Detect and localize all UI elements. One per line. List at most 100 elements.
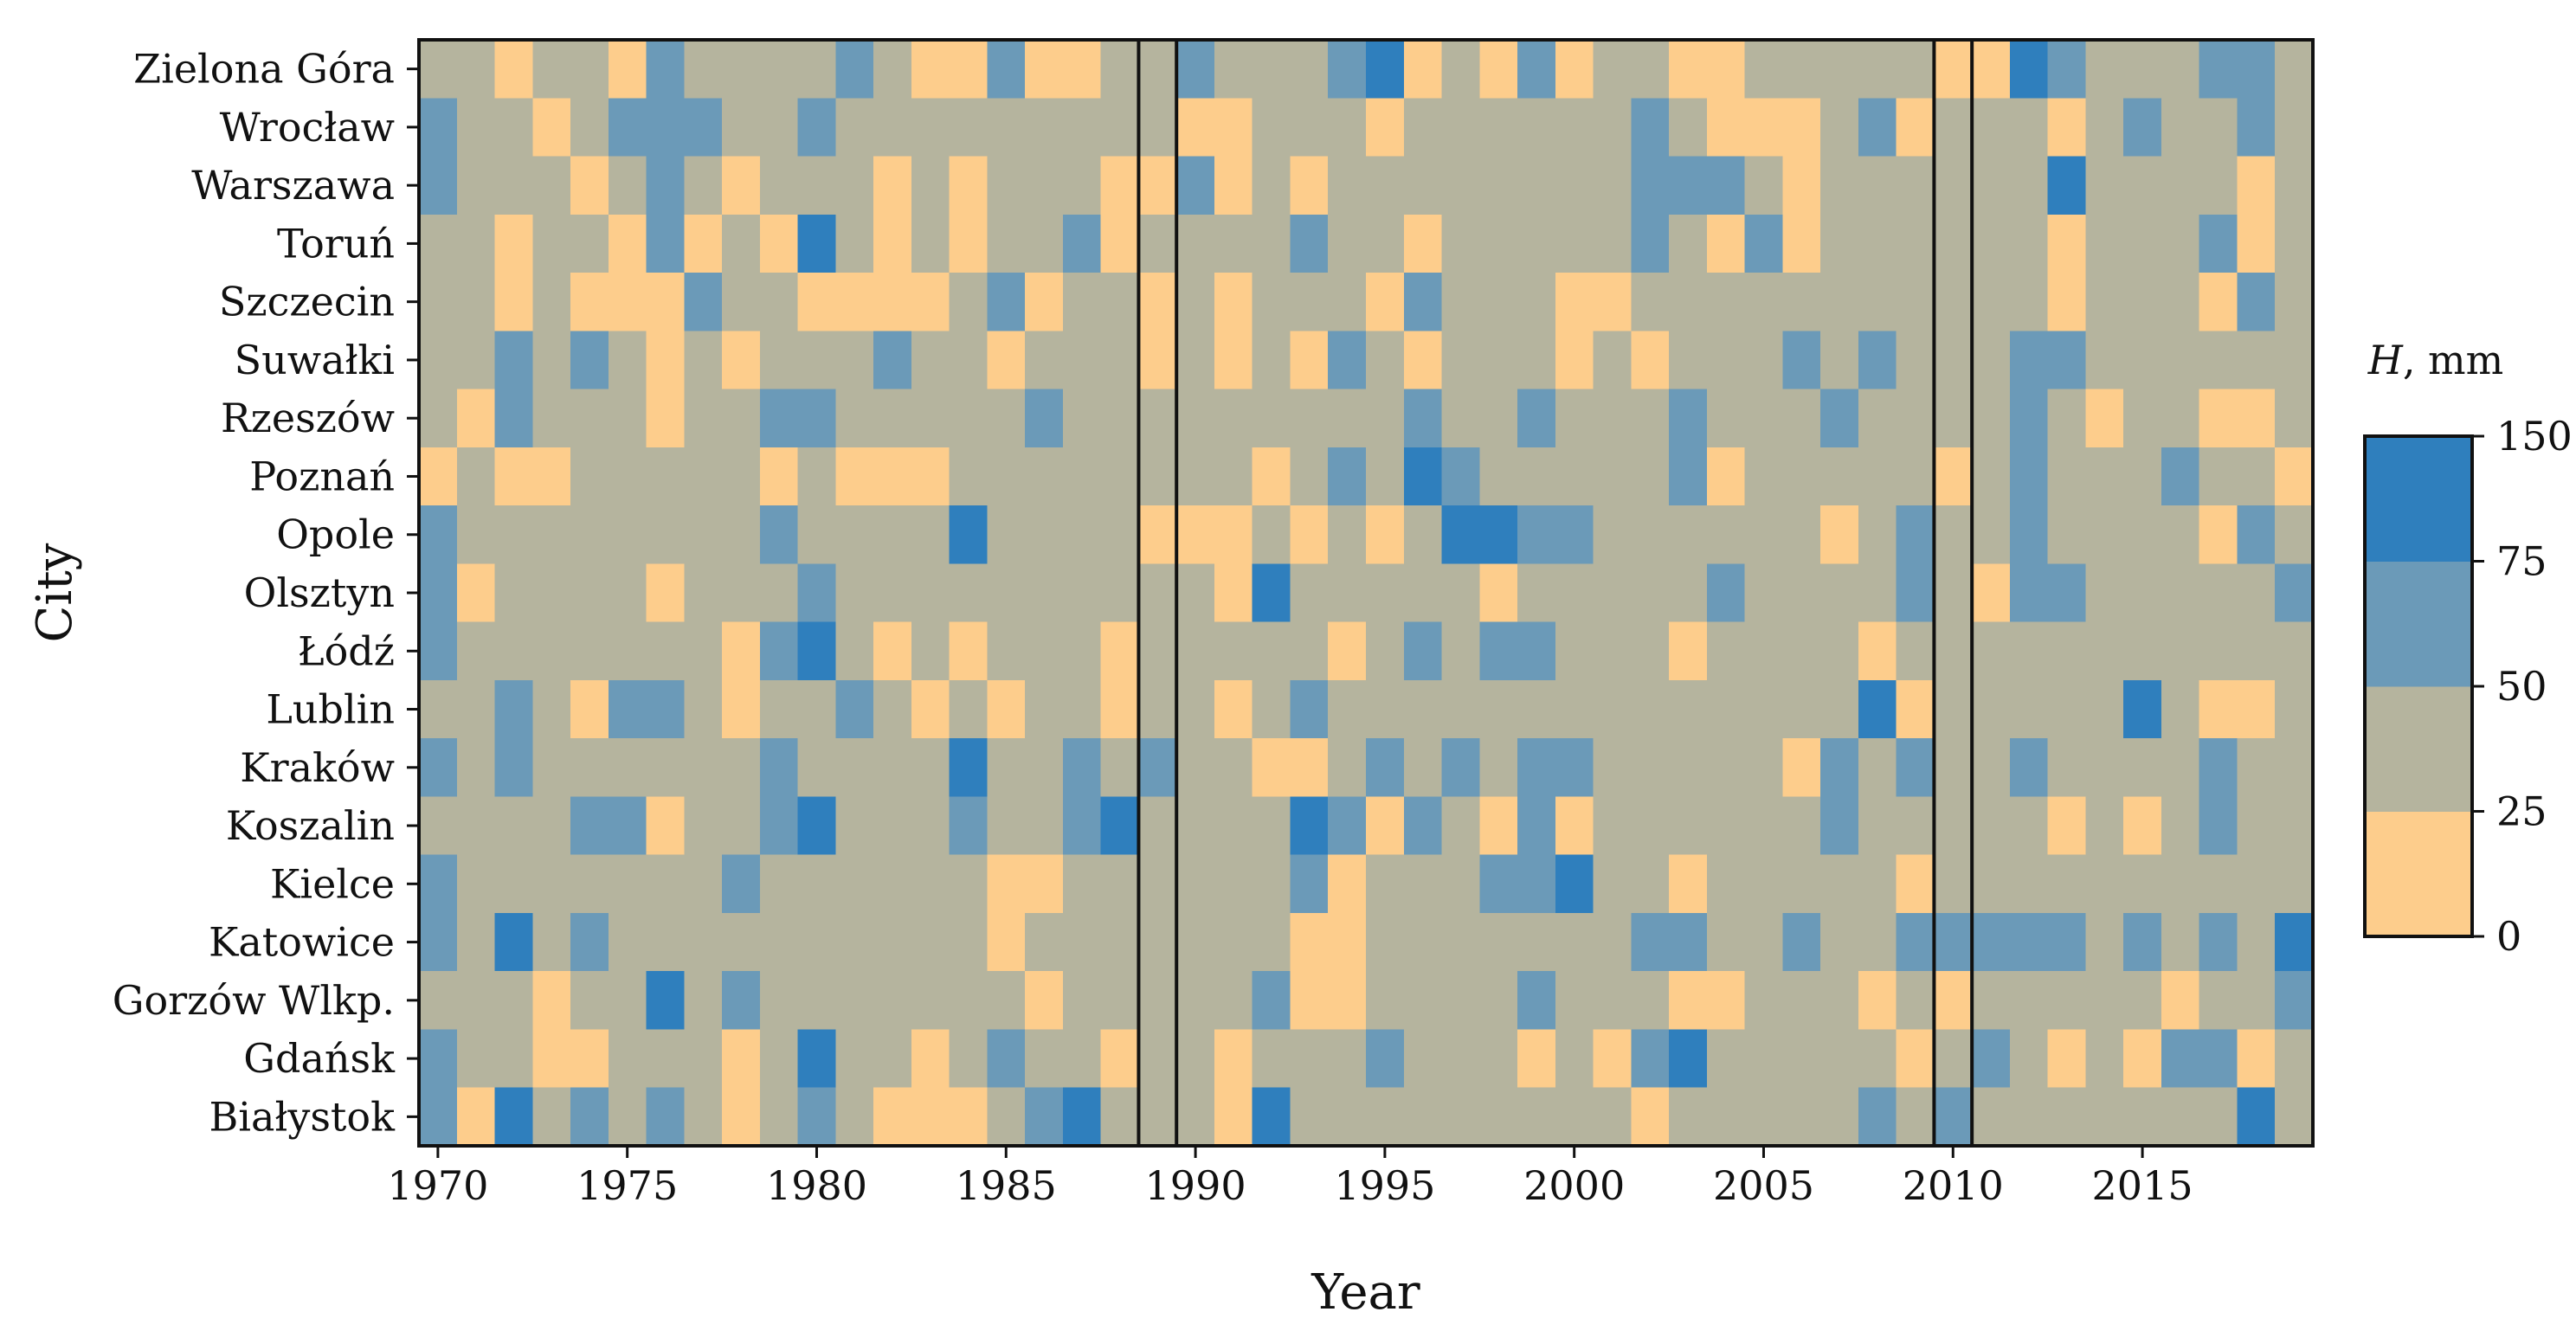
- heatmap-cell-wroclaw-1993: [1290, 98, 1329, 158]
- heatmap-cell-poznan-2000: [1555, 447, 1594, 506]
- heatmap-cell-opole-2018: [2237, 505, 2276, 564]
- heatmap-cell-lodz-2019: [2275, 621, 2314, 681]
- heatmap-cell-lublin-2006: [1782, 679, 1821, 739]
- heatmap-cell-wroclaw-1984: [949, 98, 988, 158]
- heatmap-cell-warszawa-1974: [570, 156, 609, 215]
- heatmap-cell-olsztyn-2013: [2047, 563, 2087, 623]
- heatmap-cell-poznan-1983: [911, 447, 950, 506]
- heatmap-cell-opole-1983: [911, 505, 950, 564]
- heatmap-cell-kielce-2001: [1593, 854, 1632, 914]
- heatmap-cell-rzeszow-2012: [2009, 389, 2049, 448]
- heatmap-cell-gdansk-1985: [987, 1029, 1026, 1089]
- heatmap-cell-bialystok-2018: [2237, 1087, 2276, 1147]
- heatmap-cell-koszalin-2016: [2161, 796, 2200, 856]
- heatmap-cell-olsztyn-2010: [1934, 563, 1973, 623]
- heatmap-cell-koszalin-1980: [797, 796, 836, 856]
- x-tick-label-2000: 2000: [1523, 1162, 1625, 1209]
- heatmap-cell-katowice-1984: [949, 912, 988, 972]
- heatmap-cell-krakow-1994: [1328, 738, 1367, 798]
- heatmap-cell-torun-1975: [608, 214, 647, 273]
- y-tick-label-koszalin: Koszalin: [226, 802, 395, 849]
- heatmap-cell-opole-1997: [1441, 505, 1480, 564]
- heatmap-cell-lublin-2016: [2161, 679, 2200, 739]
- heatmap-cell-torun-1998: [1479, 214, 1518, 273]
- colorbar-tick-label-75: 75: [2496, 538, 2547, 585]
- heatmap-cell-kielce-1971: [456, 854, 496, 914]
- heatmap-cell-torun-1997: [1441, 214, 1480, 273]
- heatmap-cell-krakow-1988: [1100, 738, 1140, 798]
- heatmap-cell-szczecin-2012: [2009, 273, 2049, 331]
- heatmap-cell-lublin-2015: [2123, 679, 2162, 739]
- heatmap-cell-gorzow-wlkp-1973: [532, 971, 571, 1031]
- heatmap-cell-suwalki-1999: [1517, 331, 1556, 390]
- heatmap-cell-poznan-1998: [1479, 447, 1518, 506]
- heatmap-cell-rzeszow-2011: [1972, 389, 2011, 448]
- heatmap-cell-katowice-1972: [494, 912, 533, 972]
- heatmap-cell-wroclaw-2010: [1934, 98, 1973, 158]
- heatmap-cell-szczecin-1999: [1517, 273, 1556, 331]
- heatmap-cell-poznan-2007: [1820, 447, 1859, 506]
- heatmap-cell-olsztyn-1991: [1214, 563, 1253, 623]
- heatmap-cell-olsztyn-1977: [684, 563, 723, 623]
- heatmap-cell-krakow-2009: [1896, 738, 1935, 798]
- heatmap-cell-krakow-2017: [2199, 738, 2238, 798]
- y-tick-label-katowice: Katowice: [209, 919, 395, 966]
- heatmap-cell-bialystok-2016: [2161, 1087, 2200, 1147]
- heatmap-cell-suwalki-2010: [1934, 331, 1973, 390]
- heatmap-cell-torun-2016: [2161, 214, 2200, 273]
- heatmap-cell-lublin-2014: [2085, 679, 2124, 739]
- heatmap-cell-krakow-2012: [2009, 738, 2049, 798]
- heatmap-cell-zielona-gora-2018: [2237, 40, 2276, 99]
- heatmap-cell-krakow-1977: [684, 738, 723, 798]
- heatmap-cell-suwalki-1995: [1366, 331, 1405, 390]
- heatmap-cell-gorzow-wlkp-1988: [1100, 971, 1140, 1031]
- heatmap-cell-rzeszow-2016: [2161, 389, 2200, 448]
- heatmap-cell-koszalin-2012: [2009, 796, 2049, 856]
- heatmap-cell-torun-2003: [1669, 214, 1708, 273]
- heatmap-cell-opole-1990: [1176, 505, 1215, 564]
- heatmap-cell-koszalin-1985: [987, 796, 1026, 856]
- heatmap-cell-bialystok-1995: [1366, 1087, 1405, 1147]
- heatmap-cell-kielce-2017: [2199, 854, 2238, 914]
- heatmap-cell-bialystok-2007: [1820, 1087, 1859, 1147]
- heatmap-cell-lodz-1990: [1176, 621, 1215, 681]
- heatmap-cell-zielona-gora-2009: [1896, 40, 1935, 99]
- heatmap-cell-lublin-1978: [722, 679, 761, 739]
- heatmap-cell-gorzow-wlkp-1999: [1517, 971, 1556, 1031]
- heatmap-cell-gdansk-1995: [1366, 1029, 1405, 1089]
- heatmap-cell-lodz-2003: [1669, 621, 1708, 681]
- heatmap-cell-wroclaw-2000: [1555, 98, 1594, 158]
- heatmap-cell-szczecin-2014: [2085, 273, 2124, 331]
- heatmap-cell-warszawa-1971: [456, 156, 496, 215]
- heatmap-cell-lublin-1995: [1366, 679, 1405, 739]
- heatmap-cell-wroclaw-1998: [1479, 98, 1518, 158]
- heatmap-cell-poznan-2005: [1744, 447, 1783, 506]
- heatmap-cell-suwalki-2005: [1744, 331, 1783, 390]
- heatmap-cell-bialystok-1974: [570, 1087, 609, 1147]
- heatmap-cell-szczecin-2019: [2275, 273, 2314, 331]
- heatmap-cell-warszawa-2014: [2085, 156, 2124, 215]
- heatmap-cell-poznan-1986: [1025, 447, 1064, 506]
- heatmap-cell-olsztyn-1993: [1290, 563, 1329, 623]
- heatmap-cell-bialystok-2009: [1896, 1087, 1935, 1147]
- heatmap-cell-krakow-1973: [532, 738, 571, 798]
- heatmap-cell-olsztyn-2012: [2009, 563, 2049, 623]
- heatmap-cell-bialystok-2019: [2275, 1087, 2314, 1147]
- heatmap-cell-suwalki-1998: [1479, 331, 1518, 390]
- heatmap-cell-poznan-2001: [1593, 447, 1632, 506]
- heatmap-cell-lublin-1971: [456, 679, 496, 739]
- heatmap-cell-suwalki-2018: [2237, 331, 2276, 390]
- heatmap-cell-opole-1978: [722, 505, 761, 564]
- heatmap-cell-bialystok-2001: [1593, 1087, 1632, 1147]
- heatmap-cell-poznan-2019: [2275, 447, 2314, 506]
- heatmap-cell-gdansk-1999: [1517, 1029, 1556, 1089]
- heatmap-cell-opole-1980: [797, 505, 836, 564]
- heatmap-cell-bialystok-2011: [1972, 1087, 2011, 1147]
- heatmap-cell-olsztyn-2004: [1706, 563, 1746, 623]
- heatmap-cell-krakow-2000: [1555, 738, 1594, 798]
- heatmap-cell-opole-2008: [1858, 505, 1897, 564]
- heatmap-cell-poznan-1990: [1176, 447, 1215, 506]
- heatmap-cell-poznan-1994: [1328, 447, 1367, 506]
- heatmap-cell-opole-2017: [2199, 505, 2238, 564]
- heatmap-cell-zielona-gora-1991: [1214, 40, 1253, 99]
